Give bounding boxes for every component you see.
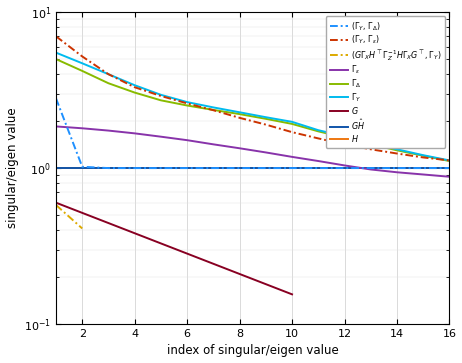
Legend: $(\Gamma_Y,\,\Gamma_\Delta)$, $(\Gamma_Y,\,\Gamma_\varepsilon)$, $(G\Gamma_X H^\: $(\Gamma_Y,\,\Gamma_\Delta)$, $(\Gamma_Y… — [326, 16, 445, 148]
Y-axis label: singular/eigen value: singular/eigen value — [6, 108, 18, 228]
X-axis label: index of singular/eigen value: index of singular/eigen value — [167, 344, 339, 358]
